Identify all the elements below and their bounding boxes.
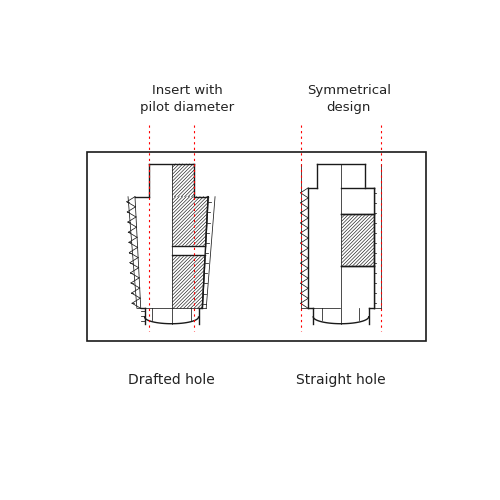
Text: Drafted hole: Drafted hole — [128, 372, 215, 386]
Bar — [87, 152, 426, 341]
Text: Straight hole: Straight hole — [296, 372, 386, 386]
Text: Insert with
pilot diameter: Insert with pilot diameter — [140, 84, 234, 114]
Text: Symmetrical
design: Symmetrical design — [306, 84, 390, 114]
